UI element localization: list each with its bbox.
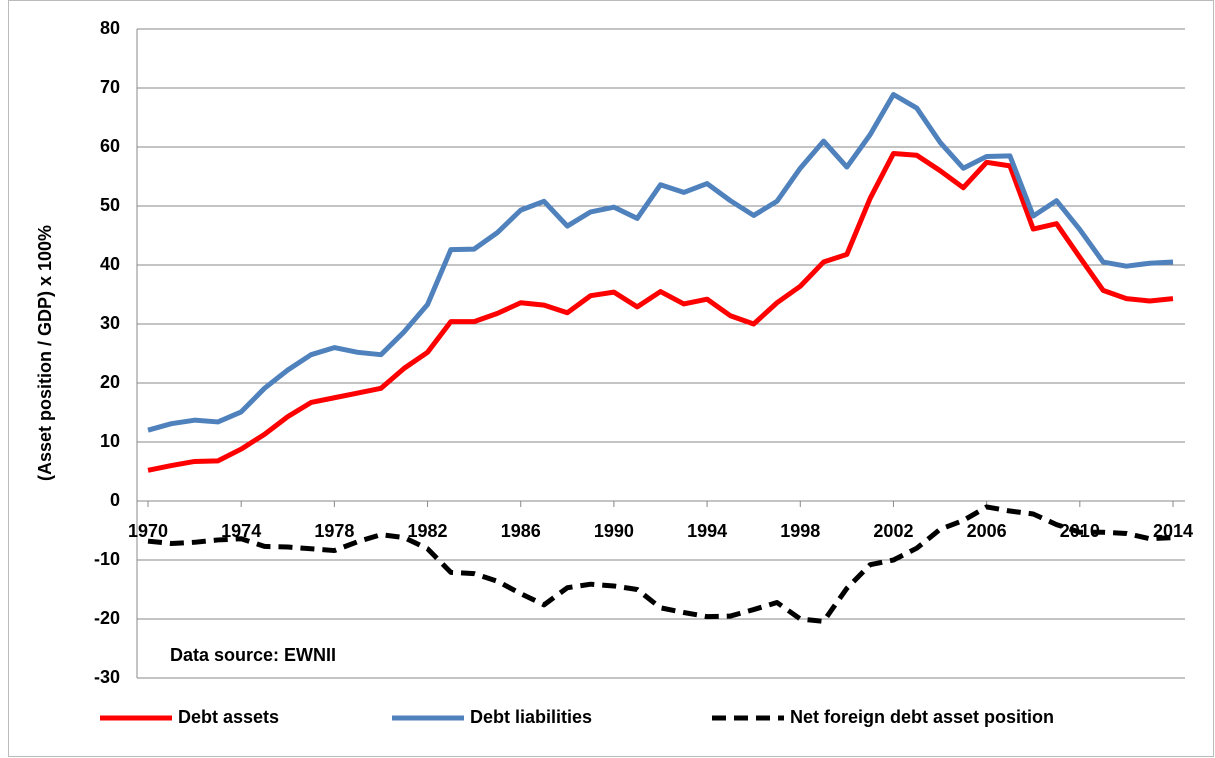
y-tick-label: 80 (100, 18, 120, 38)
y-tick-label: 40 (100, 254, 120, 274)
legend-label: Debt liabilities (470, 707, 592, 727)
y-tick-label: 20 (100, 372, 120, 392)
x-tick-label: 1978 (314, 521, 354, 541)
y-tick-label: -30 (94, 667, 120, 687)
y-tick-label: 0 (110, 490, 120, 510)
y-axis-label: (Asset position / GDP) x 100% (35, 225, 55, 481)
x-tick-label: 2002 (873, 521, 913, 541)
y-tick-label: -10 (94, 549, 120, 569)
x-tick-label: 1994 (687, 521, 727, 541)
x-tick-label: 1998 (780, 521, 820, 541)
chart-border (8, 0, 1214, 757)
x-tick-label: 1974 (221, 521, 261, 541)
data-line (147, 91, 1174, 433)
x-tick-label: 1970 (128, 521, 168, 541)
x-tick-label: 1986 (501, 521, 541, 541)
annotation: Data source: EWNII (170, 645, 336, 665)
y-tick-label: 60 (100, 136, 120, 156)
y-tick-label: -20 (94, 608, 120, 628)
x-tick-label: 2006 (967, 521, 1007, 541)
legend-label: Net foreign debt asset position (790, 707, 1054, 727)
y-tick-label: 30 (100, 313, 120, 333)
y-tick-label: 10 (100, 431, 120, 451)
data-line (147, 150, 1174, 473)
x-tick-label: 1990 (594, 521, 634, 541)
y-tick-label: 50 (100, 195, 120, 215)
y-tick-label: 70 (100, 77, 120, 97)
legend-label: Debt assets (178, 707, 279, 727)
x-tick-label: 1982 (408, 521, 448, 541)
